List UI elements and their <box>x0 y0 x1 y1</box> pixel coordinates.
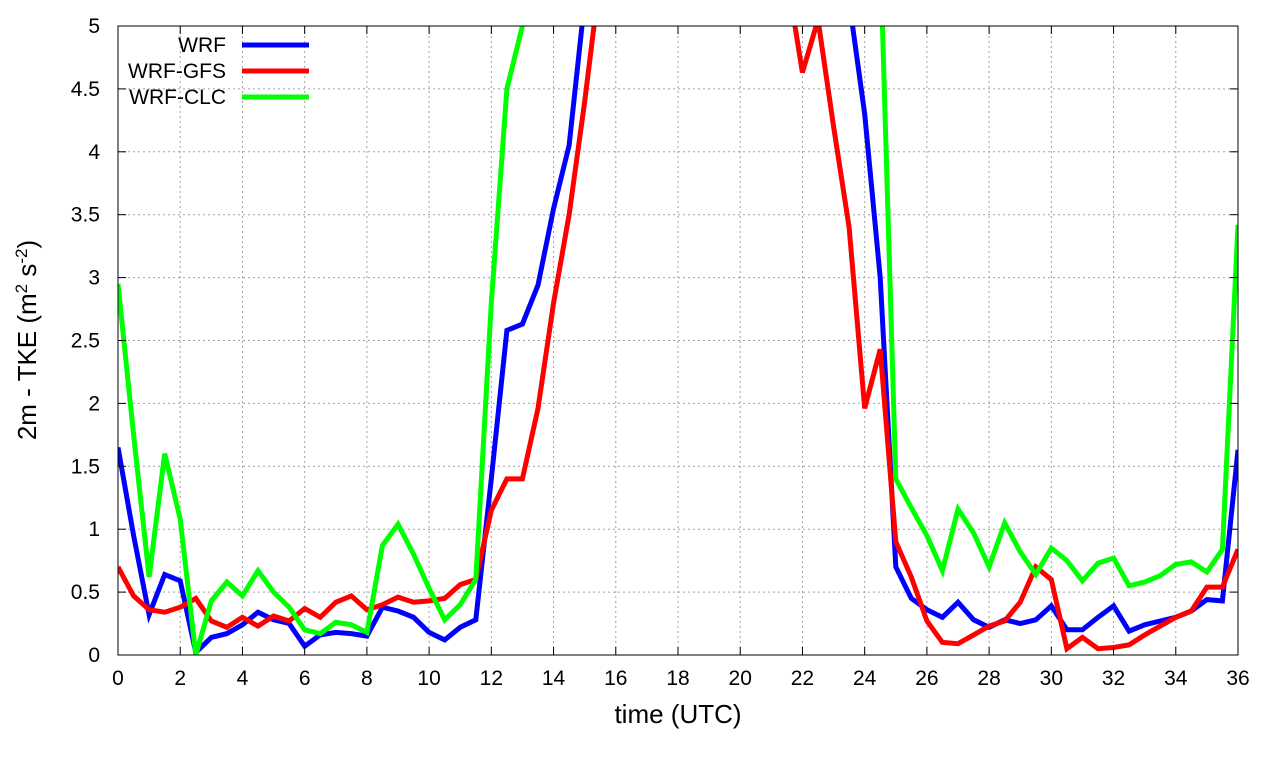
x-tick-label: 36 <box>1226 667 1249 690</box>
x-tick-labels: 0 2 4 6 8 10 12 14 16 18 20 22 24 26 28 30 32 34 36 <box>112 667 1250 690</box>
x-tick-label: 34 <box>1164 667 1188 690</box>
y-axis-title-end: ) <box>12 240 42 249</box>
y-tick-label: 1 <box>88 518 100 541</box>
tick-marks <box>117 25 1239 656</box>
y-axis-title-base: 2m - TKE (m <box>12 293 42 440</box>
x-tick-label: 10 <box>417 667 440 690</box>
x-tick-label: 18 <box>666 667 689 690</box>
legend-label: WRF <box>178 34 226 57</box>
y-tick-label: 0.5 <box>71 581 100 604</box>
x-tick-label: 8 <box>361 667 373 690</box>
y-tick-label: 5 <box>88 15 100 38</box>
series-group <box>118 26 1238 655</box>
x-tick-label: 16 <box>604 667 627 690</box>
y-tick-label: 2 <box>88 392 100 415</box>
y-tick-label: 3.5 <box>71 204 100 227</box>
y-tick-label: 4 <box>88 141 100 164</box>
x-tick-label: 2 <box>174 667 186 690</box>
legend: WRF WRF-GFS WRF-CLC <box>128 34 309 109</box>
x-tick-label: 4 <box>237 667 249 690</box>
series-line-wrf <box>118 26 1238 655</box>
x-tick-label: 28 <box>977 667 1000 690</box>
y-axis-title-sup2: -2 <box>12 248 31 263</box>
legend-label: WRF-GFS <box>128 60 226 83</box>
series-line-wrf-gfs <box>118 26 1238 653</box>
x-tick-label: 6 <box>299 667 311 690</box>
y-tick-label: 3 <box>88 267 100 290</box>
grid <box>118 26 1238 655</box>
x-axis-title: time (UTC) <box>614 699 741 729</box>
y-tick-labels: 0 0.5 1 1.5 2 2.5 3 3.5 4 4.5 5 <box>71 15 101 667</box>
y-tick-label: 0 <box>88 644 100 667</box>
legend-label: WRF-CLC <box>129 86 226 109</box>
series-line-wrf-clc <box>118 26 1238 655</box>
x-tick-label: 26 <box>915 667 938 690</box>
x-tick-label: 0 <box>112 667 124 690</box>
x-tick-label: 30 <box>1040 667 1063 690</box>
x-tick-label: 12 <box>480 667 503 690</box>
x-tick-label: 14 <box>542 667 566 690</box>
y-axis-title-mid: s <box>12 264 42 284</box>
y-tick-label: 1.5 <box>71 455 100 478</box>
x-tick-label: 24 <box>853 667 877 690</box>
y-axis-title-sup1: 2 <box>12 284 31 293</box>
y-tick-label: 2.5 <box>71 330 100 353</box>
x-tick-label: 22 <box>791 667 814 690</box>
y-axis-title: 2m - TKE (m2 s-2) <box>12 240 42 440</box>
y-tick-label: 4.5 <box>71 78 100 101</box>
x-tick-label: 20 <box>729 667 752 690</box>
x-tick-label: 32 <box>1102 667 1125 690</box>
